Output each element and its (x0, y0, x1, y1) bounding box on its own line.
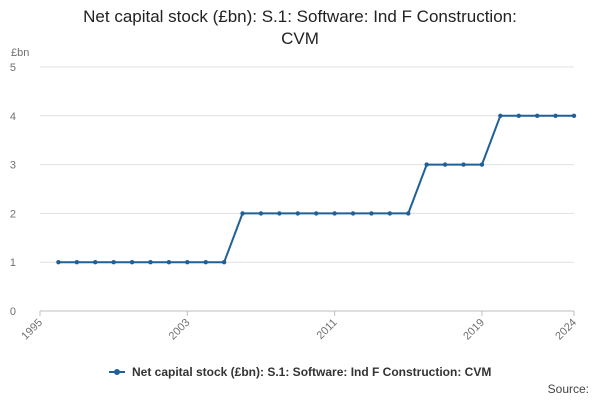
y-tick-label-5: 5 (10, 62, 16, 74)
chart-title: Net capital stock (£bn): S.1: Software: … (0, 6, 600, 50)
legend-label: Net capital stock (£bn): S.1: Software: … (131, 365, 492, 379)
data-point-2007[interactable] (258, 211, 264, 216)
y-tick-label-1: 1 (10, 257, 16, 269)
data-point-2019[interactable] (479, 162, 485, 167)
data-point-2021[interactable] (516, 113, 521, 119)
x-tick-label-1995: 1995 (19, 317, 45, 343)
data-point-2024[interactable] (571, 113, 577, 119)
data-point-2003[interactable] (185, 260, 190, 265)
legend-swatch-icon (108, 368, 125, 375)
legend[interactable]: Net capital stock (£bn): S.1: Software: … (0, 365, 600, 379)
source-label: Source: (547, 382, 589, 396)
y-tick-label-4: 4 (10, 111, 16, 123)
y-tick-label-3: 3 (10, 160, 16, 172)
y-axis-unit-label: £bn (11, 47, 29, 59)
series-layer (56, 113, 577, 265)
x-axis-tick-labels: 1995 2003 2011 2019 2024 (19, 311, 579, 342)
data-point-2000[interactable] (129, 260, 135, 265)
legend-dot-icon (113, 368, 120, 375)
y-axis-tick-labels: 0 1 2 3 4 5 (10, 62, 16, 318)
data-point-2010[interactable] (314, 211, 319, 216)
data-point-2015[interactable] (406, 211, 411, 216)
data-point-2002[interactable] (166, 260, 172, 265)
x-tick-label-2019: 2019 (461, 317, 487, 343)
data-point-2022[interactable] (534, 113, 540, 119)
x-tick-label-2024: 2024 (553, 317, 579, 343)
data-point-2013[interactable] (369, 211, 374, 216)
data-point-1997[interactable] (74, 260, 80, 265)
data-point-2004[interactable] (203, 260, 208, 265)
data-point-1996[interactable] (56, 260, 61, 265)
y-tick-label-2: 2 (10, 208, 16, 220)
data-point-2020[interactable] (498, 113, 503, 119)
data-point-1998[interactable] (93, 260, 98, 265)
data-point-2001[interactable] (148, 260, 153, 265)
data-point-2008[interactable] (277, 211, 282, 216)
data-point-2016[interactable] (424, 162, 429, 167)
y-tick-label-0: 0 (10, 306, 16, 318)
data-point-2011[interactable] (332, 211, 337, 216)
data-point-2014[interactable] (387, 211, 393, 216)
data-point-1999[interactable] (111, 260, 116, 265)
chart-title-line-2: CVM (281, 29, 319, 48)
data-point-2005[interactable] (221, 260, 227, 265)
grid-lines (40, 66, 574, 312)
data-point-2023[interactable] (553, 113, 558, 119)
x-tick-label-2011: 2011 (315, 317, 340, 342)
data-point-2012[interactable] (350, 211, 356, 216)
data-point-2017[interactable] (442, 162, 448, 167)
data-point-2006[interactable] (240, 211, 245, 216)
x-tick-label-2003: 2003 (167, 317, 193, 343)
data-point-2018[interactable] (461, 162, 466, 167)
series-line-0 (58, 114, 574, 264)
data-point-2009[interactable] (295, 211, 300, 216)
chart-title-line-1: Net capital stock (£bn): S.1: Software: … (83, 7, 517, 26)
